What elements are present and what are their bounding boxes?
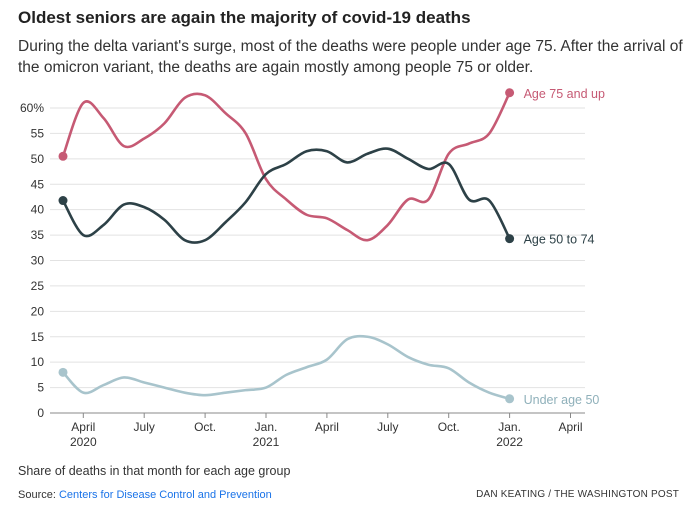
y-tick-label: 45 bbox=[31, 177, 45, 191]
x-tick-label: July bbox=[377, 420, 398, 434]
x-tick-year-label: 2020 bbox=[70, 435, 97, 449]
chart-subtitle: During the delta variant's surge, most o… bbox=[18, 38, 683, 76]
x-tick-label: April bbox=[315, 420, 339, 434]
series-start-marker bbox=[58, 367, 68, 377]
x-tick-label: April bbox=[558, 420, 582, 434]
x-tick-label: April bbox=[71, 420, 95, 434]
x-tick-label: July bbox=[134, 420, 155, 434]
series-labels: Age 75 and up Age 50 to 74 Under age 50 bbox=[524, 87, 605, 407]
y-tick-label: 15 bbox=[31, 330, 45, 344]
x-tick-label: Oct. bbox=[438, 420, 460, 434]
source-label: Source: bbox=[18, 489, 56, 501]
y-tick-label: 30 bbox=[31, 254, 45, 268]
series-lines bbox=[58, 88, 515, 404]
series-start-marker bbox=[58, 196, 68, 206]
series-start-marker bbox=[58, 151, 68, 161]
y-tick-label: 5 bbox=[37, 381, 44, 395]
series-end-label: Age 50 to 74 bbox=[524, 233, 595, 247]
x-tick-label: Jan. bbox=[255, 420, 278, 434]
x-tick-label: Oct. bbox=[194, 420, 216, 434]
x-tick-year-label: 2021 bbox=[253, 435, 280, 449]
y-tick-label: 0 bbox=[37, 406, 44, 420]
y-tick-label: 10 bbox=[31, 355, 45, 369]
y-tick-label: 35 bbox=[31, 228, 45, 242]
chart-title: Oldest seniors are again the majority of… bbox=[18, 8, 471, 27]
series-end-marker bbox=[505, 234, 515, 244]
series-line-1 bbox=[61, 91, 511, 242]
gridlines bbox=[50, 107, 585, 414]
series-line-2 bbox=[61, 147, 511, 244]
series-end-marker bbox=[505, 88, 515, 98]
source-line: Source: Centers for Disease Control and … bbox=[18, 489, 272, 501]
y-axis-note: Share of deaths in that month for each a… bbox=[18, 464, 291, 478]
credit-line: DAN KEATING / THE WASHINGTON POST bbox=[476, 489, 679, 500]
y-axis: 0 5 10 15 20 25 30 35 40 45 50 55 60% bbox=[20, 101, 44, 420]
x-tick-year-label: 2022 bbox=[496, 435, 523, 449]
y-tick-label: 20 bbox=[31, 304, 45, 318]
series-line-3 bbox=[61, 334, 511, 401]
series-end-label: Under age 50 bbox=[524, 393, 600, 407]
y-tick-label: 50 bbox=[31, 152, 45, 166]
series-end-marker bbox=[505, 394, 515, 404]
y-tick-label: 55 bbox=[31, 126, 45, 140]
x-tick-label: Jan. bbox=[498, 420, 521, 434]
series-end-label: Age 75 and up bbox=[524, 87, 605, 101]
y-tick-label: 60% bbox=[20, 101, 44, 115]
y-tick-label: 40 bbox=[31, 203, 45, 217]
y-tick-label: 25 bbox=[31, 279, 45, 293]
source-link[interactable]: Centers for Disease Control and Preventi… bbox=[58, 489, 272, 501]
